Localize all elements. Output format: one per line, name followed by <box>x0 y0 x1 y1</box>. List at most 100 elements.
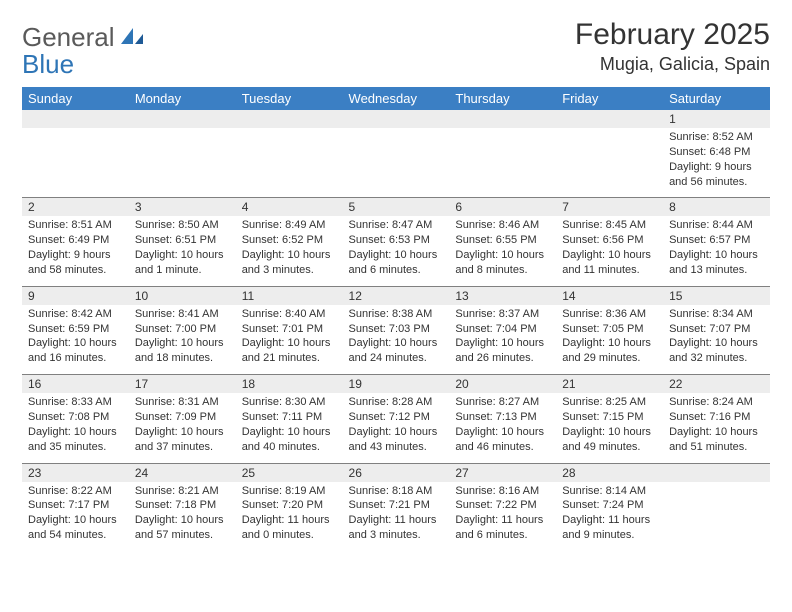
day-cell <box>22 128 129 198</box>
sunset-text: Sunset: 7:24 PM <box>562 498 657 513</box>
day-number: 26 <box>343 463 450 482</box>
day-number: 25 <box>236 463 343 482</box>
daylight-text: Daylight: 10 hours and 43 minutes. <box>349 425 444 455</box>
sunset-text: Sunset: 7:12 PM <box>349 410 444 425</box>
day-number: 2 <box>22 198 129 217</box>
day-number: 8 <box>663 198 770 217</box>
day-info-row: Sunrise: 8:33 AMSunset: 7:08 PMDaylight:… <box>22 393 770 463</box>
sunset-text: Sunset: 7:16 PM <box>669 410 764 425</box>
day-cell: Sunrise: 8:16 AMSunset: 7:22 PMDaylight:… <box>449 482 556 551</box>
day-number <box>663 463 770 482</box>
day-header-row: Sunday Monday Tuesday Wednesday Thursday… <box>22 87 770 110</box>
logo: General Blue <box>22 24 145 77</box>
daylight-text: Daylight: 10 hours and 11 minutes. <box>562 248 657 278</box>
sunrise-text: Sunrise: 8:31 AM <box>135 395 230 410</box>
day-cell: Sunrise: 8:45 AMSunset: 6:56 PMDaylight:… <box>556 216 663 286</box>
day-cell <box>236 128 343 198</box>
daylight-text: Daylight: 10 hours and 6 minutes. <box>349 248 444 278</box>
sunset-text: Sunset: 6:49 PM <box>28 233 123 248</box>
day-cell: Sunrise: 8:22 AMSunset: 7:17 PMDaylight:… <box>22 482 129 551</box>
day-cell: Sunrise: 8:24 AMSunset: 7:16 PMDaylight:… <box>663 393 770 463</box>
daylight-text: Daylight: 10 hours and 16 minutes. <box>28 336 123 366</box>
day-number: 9 <box>22 286 129 305</box>
day-header: Sunday <box>22 87 129 110</box>
sunset-text: Sunset: 7:08 PM <box>28 410 123 425</box>
day-number: 15 <box>663 286 770 305</box>
location: Mugia, Galicia, Spain <box>575 54 770 75</box>
day-header: Wednesday <box>343 87 450 110</box>
day-info-row: Sunrise: 8:51 AMSunset: 6:49 PM Daylight:… <box>22 216 770 286</box>
day-number-row: 16171819202122 <box>22 375 770 394</box>
sunrise-text: Sunrise: 8:18 AM <box>349 484 444 499</box>
sunset-text: Sunset: 7:04 PM <box>455 322 550 337</box>
day-number <box>129 110 236 128</box>
day-header: Tuesday <box>236 87 343 110</box>
daylight-text: Daylight: 10 hours and 26 minutes. <box>455 336 550 366</box>
sunset-text: Sunset: 7:17 PM <box>28 498 123 513</box>
day-cell: Sunrise: 8:28 AMSunset: 7:12 PMDaylight:… <box>343 393 450 463</box>
sunset-text: Sunset: 6:55 PM <box>455 233 550 248</box>
daylight-text: Daylight: 10 hours and 51 minutes. <box>669 425 764 455</box>
sunset-text: Sunset: 7:15 PM <box>562 410 657 425</box>
daylight-text: Daylight: 10 hours and 29 minutes. <box>562 336 657 366</box>
day-number: 12 <box>343 286 450 305</box>
month-title: February 2025 <box>575 18 770 52</box>
day-cell: Sunrise: 8:31 AMSunset: 7:09 PMDaylight:… <box>129 393 236 463</box>
day-cell: Sunrise: 8:51 AMSunset: 6:49 PMDaylight:… <box>22 216 129 286</box>
sunrise-text: Sunrise: 8:27 AM <box>455 395 550 410</box>
sunrise-text: Sunrise: 8:36 AM <box>562 307 657 322</box>
sunset-text: Sunset: 7:01 PM <box>242 322 337 337</box>
sunrise-text: Sunrise: 8:47 AM <box>349 218 444 233</box>
sunrise-text: Sunrise: 8:51 AM <box>28 218 123 233</box>
sunrise-text: Sunrise: 8:22 AM <box>28 484 123 499</box>
day-number: 28 <box>556 463 663 482</box>
day-number: 5 <box>343 198 450 217</box>
daylight-text: Daylight: 10 hours and 49 minutes. <box>562 425 657 455</box>
daylight-text: Daylight: 10 hours and 40 minutes. <box>242 425 337 455</box>
day-cell: Sunrise: 8:52 AMSunset: 6:48 PMDaylight:… <box>663 128 770 198</box>
day-cell: Sunrise: 8:50 AMSunset: 6:51 PMDaylight:… <box>129 216 236 286</box>
sunrise-text: Sunrise: 8:34 AM <box>669 307 764 322</box>
daylight-text: Daylight: 10 hours and 3 minutes. <box>242 248 337 278</box>
day-number <box>236 110 343 128</box>
sunrise-text: Sunrise: 8:14 AM <box>562 484 657 499</box>
day-number-row: 2345678 <box>22 198 770 217</box>
day-number: 24 <box>129 463 236 482</box>
day-number: 14 <box>556 286 663 305</box>
day-cell <box>343 128 450 198</box>
sunset-text: Sunset: 7:00 PM <box>135 322 230 337</box>
sunset-text: Sunset: 6:53 PM <box>349 233 444 248</box>
day-cell: Sunrise: 8:34 AMSunset: 7:07 PMDaylight:… <box>663 305 770 375</box>
day-cell: Sunrise: 8:41 AMSunset: 7:00 PMDaylight:… <box>129 305 236 375</box>
day-info-row: Sunrise: 8:52 AMSunset: 6:48 PMDaylight:… <box>22 128 770 198</box>
day-number: 10 <box>129 286 236 305</box>
sunrise-text: Sunrise: 8:44 AM <box>669 218 764 233</box>
logo-blue: Blue <box>22 51 145 77</box>
sunrise-text: Sunrise: 8:42 AM <box>28 307 123 322</box>
day-number: 22 <box>663 375 770 394</box>
day-cell: Sunrise: 8:46 AMSunset: 6:55 PMDaylight:… <box>449 216 556 286</box>
title-block: February 2025 Mugia, Galicia, Spain <box>575 18 770 75</box>
sunset-text: Sunset: 7:11 PM <box>242 410 337 425</box>
day-number: 18 <box>236 375 343 394</box>
header: General Blue February 2025 Mugia, Galici… <box>22 18 770 77</box>
sunset-text: Sunset: 6:52 PM <box>242 233 337 248</box>
day-number <box>22 110 129 128</box>
day-cell <box>129 128 236 198</box>
sunset-text: Sunset: 7:07 PM <box>669 322 764 337</box>
daylight-text: Daylight: 10 hours and 24 minutes. <box>349 336 444 366</box>
sail-icon <box>119 26 145 51</box>
day-cell: Sunrise: 8:38 AMSunset: 7:03 PMDaylight:… <box>343 305 450 375</box>
day-cell: Sunrise: 8:21 AMSunset: 7:18 PMDaylight:… <box>129 482 236 551</box>
day-number: 16 <box>22 375 129 394</box>
sunrise-text: Sunrise: 8:50 AM <box>135 218 230 233</box>
sunrise-text: Sunrise: 8:45 AM <box>562 218 657 233</box>
sunrise-text: Sunrise: 8:49 AM <box>242 218 337 233</box>
day-number: 19 <box>343 375 450 394</box>
day-number-row: 232425262728 <box>22 463 770 482</box>
daylight-text: Daylight: 10 hours and 21 minutes. <box>242 336 337 366</box>
day-number <box>449 110 556 128</box>
sunset-text: Sunset: 7:20 PM <box>242 498 337 513</box>
sunset-text: Sunset: 7:21 PM <box>349 498 444 513</box>
day-cell: Sunrise: 8:42 AMSunset: 6:59 PMDaylight:… <box>22 305 129 375</box>
